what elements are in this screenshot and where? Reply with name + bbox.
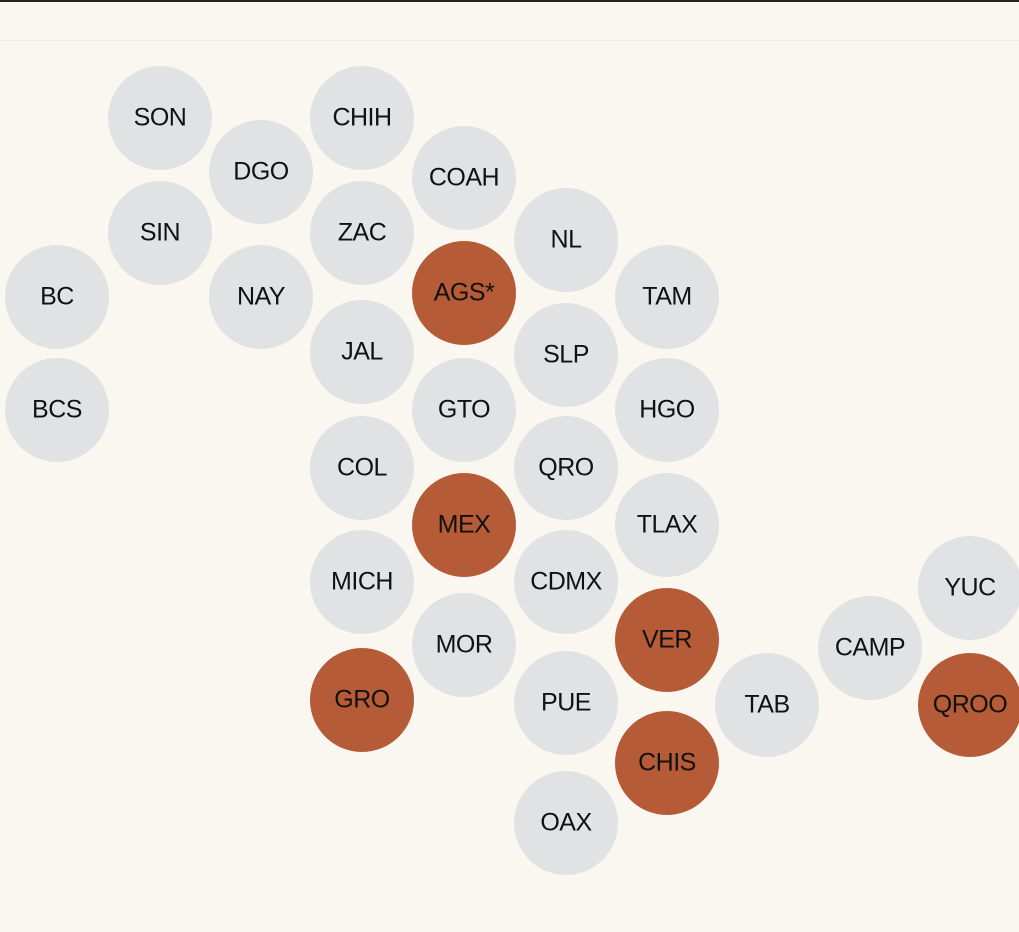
state-label: VER — [642, 626, 692, 654]
state-circle — [412, 241, 516, 345]
state-label: CAMP — [835, 634, 905, 662]
header-divider — [0, 40, 1019, 41]
state-label: BC — [40, 283, 74, 311]
state-circle — [310, 416, 414, 520]
state-label: SLP — [543, 341, 589, 369]
state-label: COAH — [429, 164, 499, 192]
state-label: MEX — [438, 511, 492, 539]
state-circle — [412, 126, 516, 230]
state-label: OAX — [540, 809, 592, 837]
state-circle — [918, 653, 1019, 757]
state-circle — [514, 771, 618, 875]
state-label: BCS — [32, 396, 82, 424]
state-label: TAB — [744, 691, 789, 719]
state-circle — [514, 188, 618, 292]
state-circle — [108, 181, 212, 285]
state-circle — [514, 651, 618, 755]
state-circle — [310, 300, 414, 404]
state-label: QROO — [933, 691, 1007, 719]
state-label: HGO — [639, 396, 695, 424]
state-circle — [412, 593, 516, 697]
state-circle — [209, 245, 313, 349]
state-circle — [615, 245, 719, 349]
state-label: AGS* — [434, 279, 495, 307]
state-label: GRO — [334, 686, 390, 714]
state-circle — [615, 358, 719, 462]
state-circle — [715, 653, 819, 757]
state-label: PUE — [541, 689, 591, 717]
state-label: TAM — [642, 283, 691, 311]
state-circle — [310, 648, 414, 752]
state-label: JAL — [341, 338, 383, 366]
state-label: MOR — [436, 631, 493, 659]
state-label: QRO — [538, 454, 594, 482]
state-circle — [615, 711, 719, 815]
state-label: NAY — [237, 283, 286, 311]
state-circle — [514, 530, 618, 634]
state-label: SIN — [140, 219, 180, 247]
top-rule — [0, 0, 1019, 2]
state-circle — [818, 596, 922, 700]
state-circle — [5, 245, 109, 349]
state-circle — [310, 66, 414, 170]
state-label: DGO — [233, 158, 289, 186]
state-label: YUC — [944, 574, 996, 602]
state-label: CHIS — [638, 749, 696, 777]
state-circle — [108, 66, 212, 170]
state-label: COL — [337, 454, 388, 482]
state-circle — [310, 530, 414, 634]
state-label: CHIH — [332, 104, 391, 132]
state-circle — [5, 358, 109, 462]
state-circle — [918, 536, 1019, 640]
state-label: GTO — [438, 396, 490, 424]
state-label: CDMX — [530, 568, 602, 596]
state-circle — [615, 588, 719, 692]
state-circle — [209, 120, 313, 224]
state-label: TLAX — [637, 511, 698, 539]
state-label: NL — [551, 226, 583, 254]
state-circle — [310, 181, 414, 285]
state-label: ZAC — [338, 219, 387, 247]
state-circle — [514, 303, 618, 407]
state-circle — [514, 416, 618, 520]
state-circle — [412, 358, 516, 462]
state-label: MICH — [331, 568, 393, 596]
state-circle — [615, 473, 719, 577]
state-label: SON — [134, 104, 187, 132]
state-circle — [412, 473, 516, 577]
